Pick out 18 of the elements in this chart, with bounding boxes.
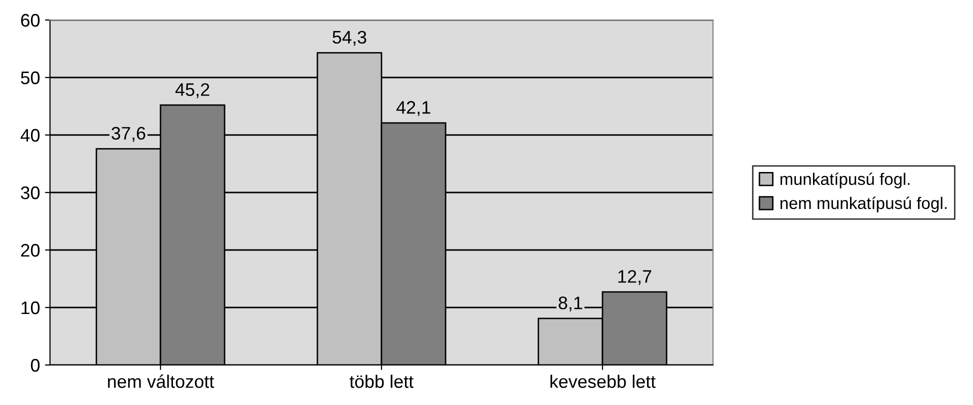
data-label: 54,3: [332, 30, 366, 46]
y-tick-label: 50: [20, 71, 40, 84]
y-tick-label: 10: [22, 301, 40, 314]
legend-label: munkatípusú fogl.: [780, 172, 910, 188]
x-tick-label: nem változott: [108, 374, 214, 388]
y-tick-label: 20: [21, 244, 40, 257]
x-tick-label: több lett: [350, 374, 414, 388]
y-tick-label: 30: [20, 186, 40, 200]
data-label: 37,6: [112, 126, 146, 142]
y-tick-label: 60: [21, 14, 40, 27]
x-tick-label: kevesebb lett: [550, 374, 656, 388]
data-label: 12,7: [618, 270, 652, 285]
data-label: 42,1: [396, 101, 430, 116]
legend-label: nem munkatípusú fogl.: [780, 196, 947, 212]
y-tick-label: 40: [20, 128, 40, 142]
data-label: 45,2: [175, 83, 210, 98]
y-tick-label: 0: [30, 358, 40, 372]
data-label: 8,1: [558, 296, 582, 312]
